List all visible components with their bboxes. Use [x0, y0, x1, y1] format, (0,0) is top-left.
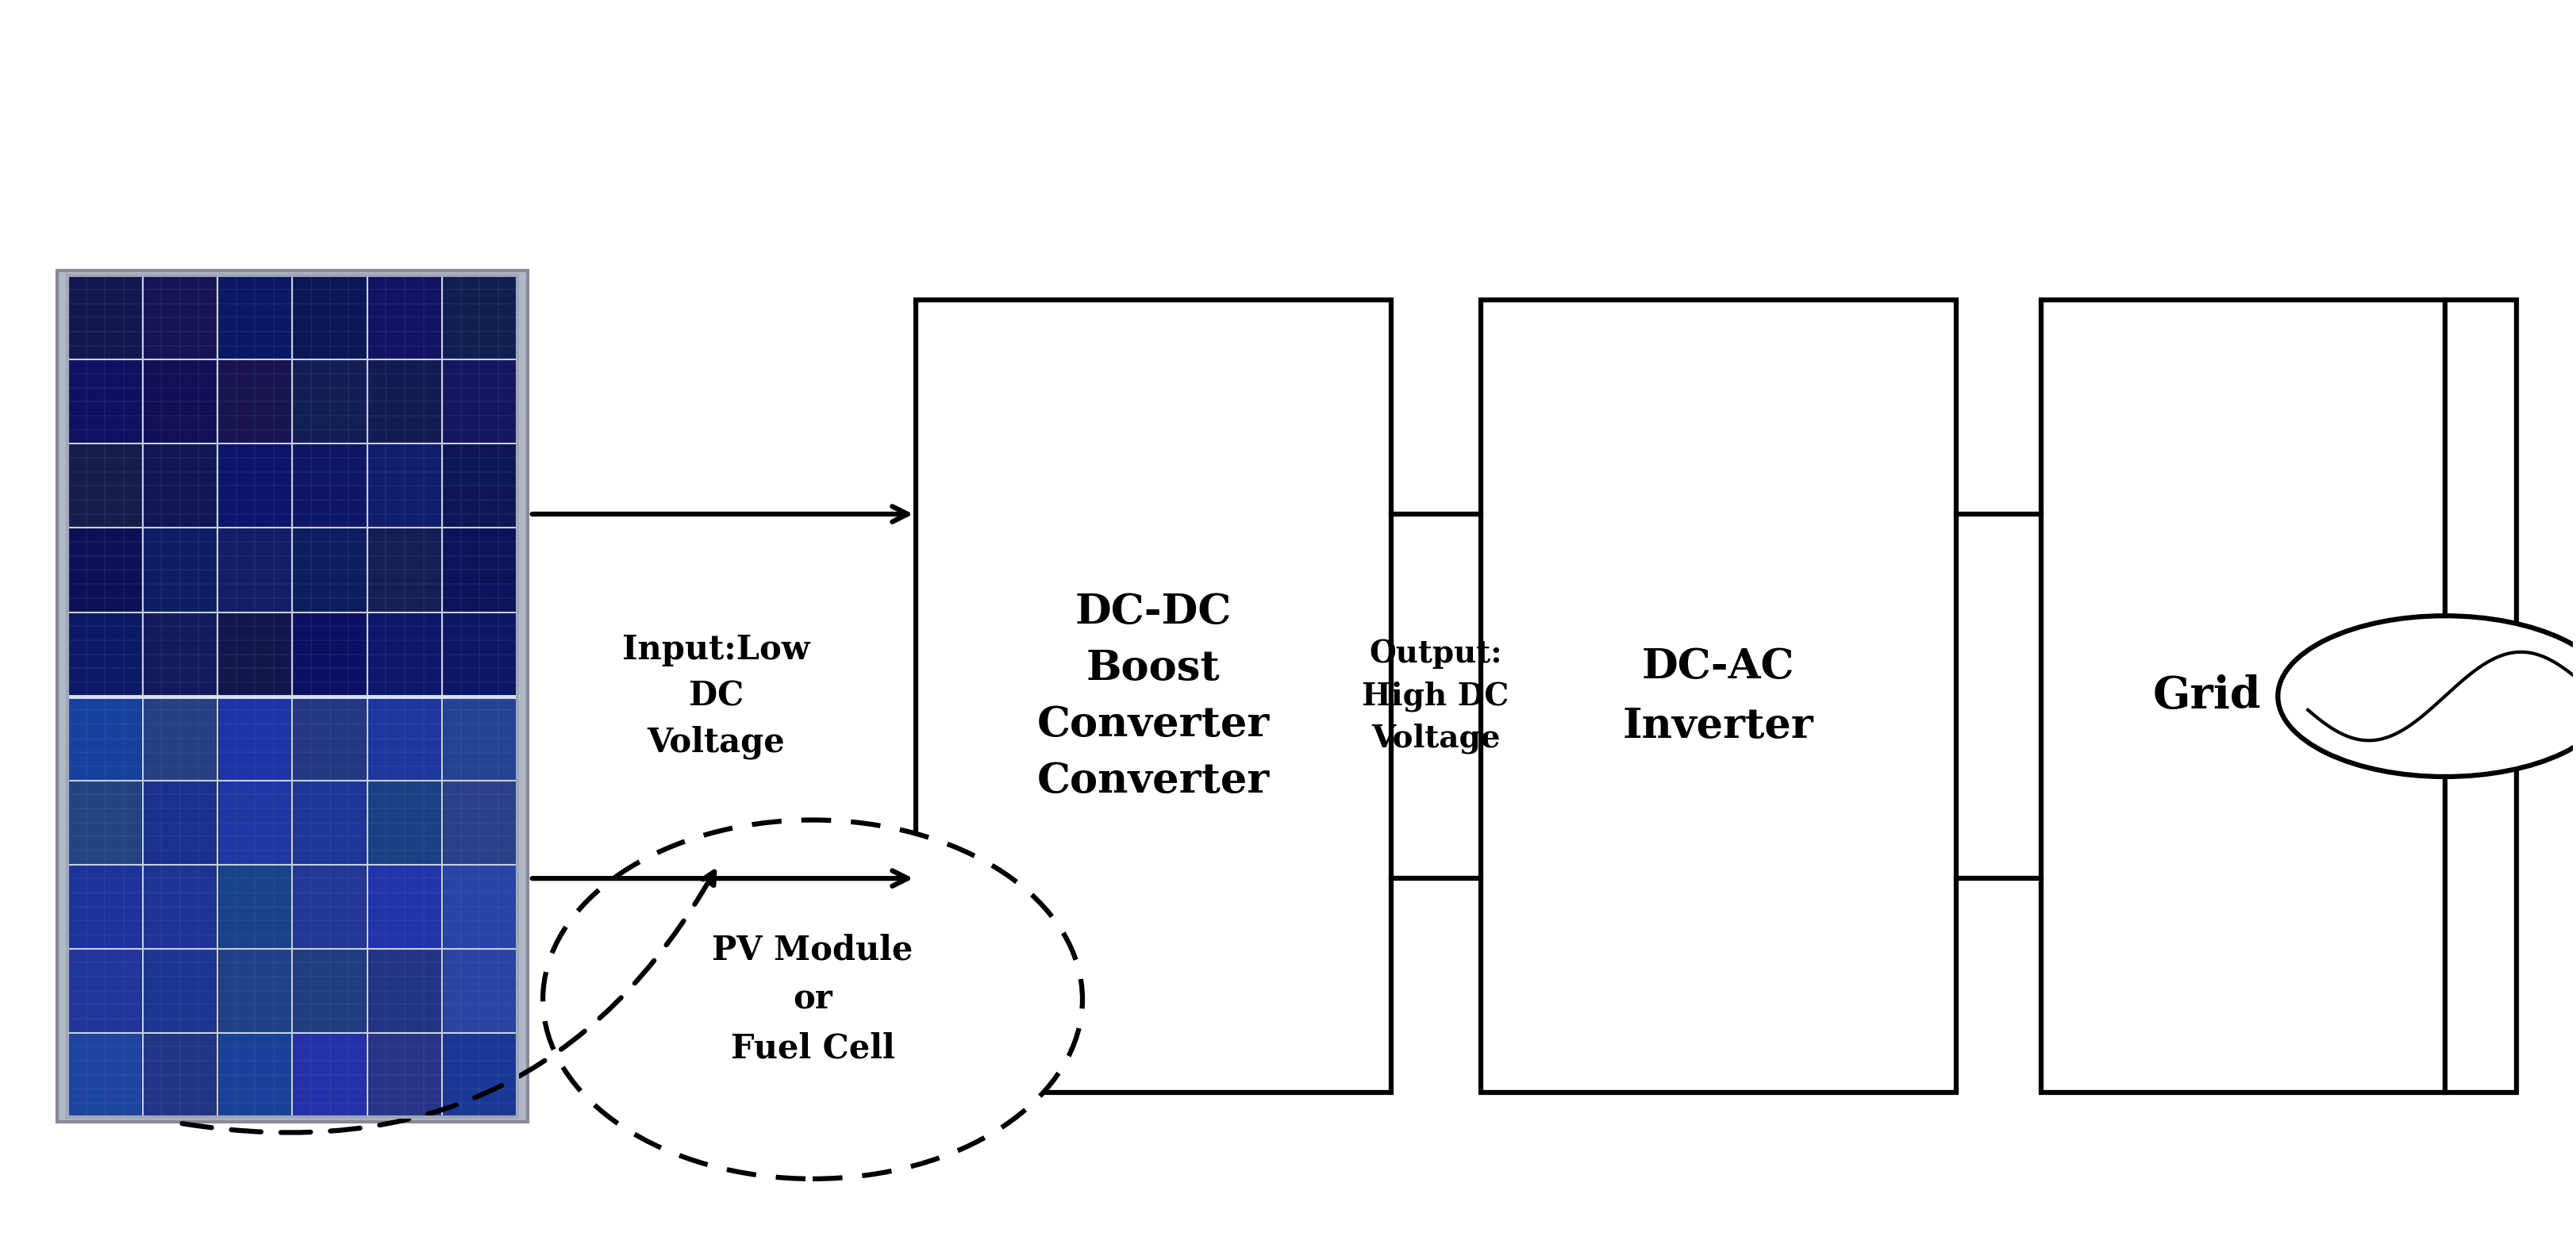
- Bar: [70, 949, 142, 1033]
- Bar: [914, 300, 1391, 1092]
- Bar: [368, 949, 440, 1033]
- Bar: [70, 361, 142, 443]
- Bar: [144, 276, 216, 360]
- Bar: [219, 444, 291, 527]
- Bar: [2040, 300, 2517, 1092]
- Bar: [219, 613, 291, 695]
- Bar: [294, 949, 366, 1033]
- Bar: [219, 529, 291, 612]
- Bar: [443, 444, 515, 527]
- Bar: [219, 865, 291, 948]
- Bar: [443, 949, 515, 1033]
- Bar: [368, 865, 440, 948]
- Bar: [294, 1034, 366, 1116]
- Bar: [70, 529, 142, 612]
- Bar: [144, 613, 216, 695]
- Bar: [294, 613, 366, 695]
- Bar: [144, 865, 216, 948]
- Bar: [70, 697, 142, 780]
- Bar: [294, 529, 366, 612]
- Ellipse shape: [544, 820, 1082, 1179]
- Bar: [144, 529, 216, 612]
- Bar: [70, 276, 142, 360]
- Bar: [70, 1034, 142, 1116]
- Bar: [443, 781, 515, 863]
- Bar: [219, 276, 291, 360]
- FancyArrowPatch shape: [183, 872, 714, 1132]
- Bar: [144, 1034, 216, 1116]
- Bar: [368, 1034, 440, 1116]
- Bar: [443, 613, 515, 695]
- Bar: [443, 276, 515, 360]
- Bar: [443, 865, 515, 948]
- Bar: [70, 781, 142, 863]
- Text: PV Module
or
Fuel Cell: PV Module or Fuel Cell: [711, 934, 914, 1065]
- Text: Grid: Grid: [2154, 674, 2262, 718]
- Circle shape: [2277, 616, 2576, 776]
- Bar: [219, 781, 291, 863]
- Bar: [144, 444, 216, 527]
- Bar: [144, 697, 216, 780]
- Bar: [70, 613, 142, 695]
- Text: DC-AC
Inverter: DC-AC Inverter: [1623, 647, 1814, 746]
- Bar: [368, 781, 440, 863]
- Bar: [57, 271, 528, 1122]
- Bar: [368, 276, 440, 360]
- Bar: [67, 275, 518, 1117]
- Bar: [368, 697, 440, 780]
- Bar: [294, 865, 366, 948]
- Bar: [368, 444, 440, 527]
- Text: DC-DC
Boost
Converter
Converter: DC-DC Boost Converter Converter: [1036, 591, 1270, 801]
- Bar: [219, 697, 291, 780]
- Bar: [219, 361, 291, 443]
- Bar: [294, 444, 366, 527]
- Bar: [67, 275, 518, 1117]
- Bar: [443, 361, 515, 443]
- Bar: [294, 781, 366, 863]
- Bar: [443, 1034, 515, 1116]
- Bar: [368, 613, 440, 695]
- Bar: [144, 781, 216, 863]
- Bar: [294, 361, 366, 443]
- Bar: [443, 697, 515, 780]
- Text: Output:
High DC
Voltage: Output: High DC Voltage: [1363, 638, 1510, 754]
- Bar: [1481, 300, 1955, 1092]
- Bar: [70, 865, 142, 948]
- Bar: [368, 529, 440, 612]
- Text: AC: AC: [2316, 683, 2357, 709]
- Bar: [70, 444, 142, 527]
- Bar: [294, 697, 366, 780]
- Bar: [219, 1034, 291, 1116]
- Bar: [443, 529, 515, 612]
- Bar: [368, 361, 440, 443]
- Bar: [294, 276, 366, 360]
- Bar: [219, 949, 291, 1033]
- Bar: [144, 361, 216, 443]
- Text: Input:Low
DC
Voltage: Input:Low DC Voltage: [623, 633, 811, 760]
- Bar: [144, 949, 216, 1033]
